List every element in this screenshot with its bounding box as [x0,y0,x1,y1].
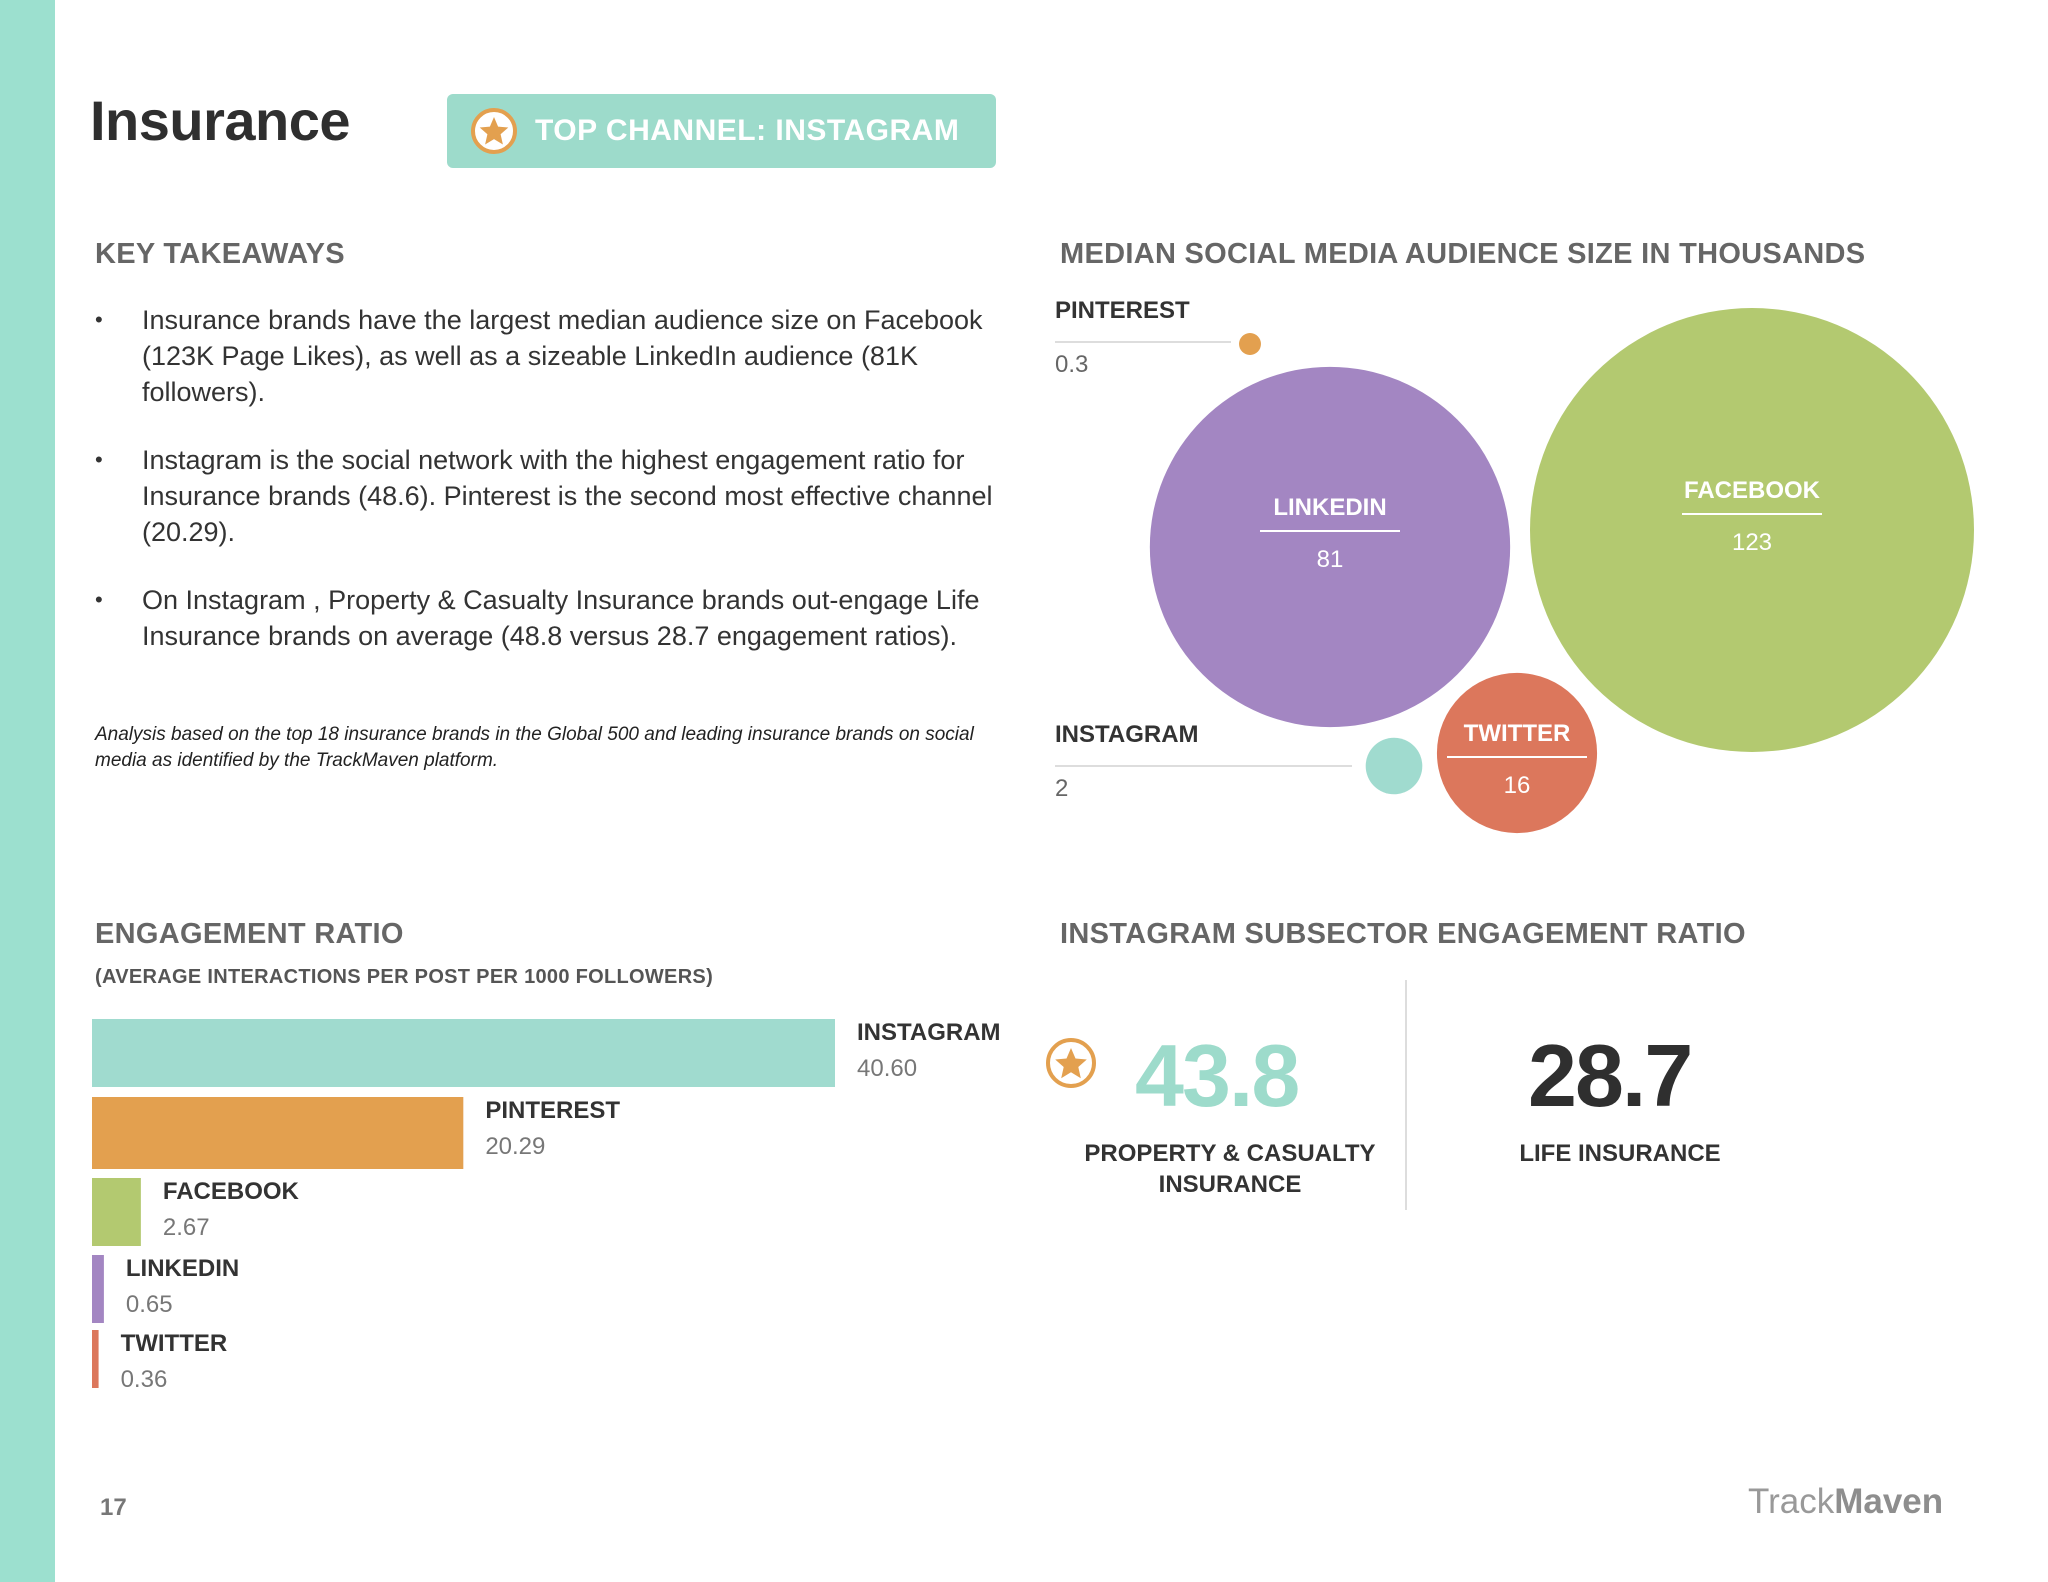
bubble-value-instagram: 2 [1055,775,1068,802]
subsector-divider [1405,980,1407,1210]
bar-value-pinterest: 20.29 [485,1133,545,1160]
bar-label-facebook: FACEBOOK [163,1178,300,1205]
bubble-value-facebook: 123 [1732,529,1772,556]
bubble-value-linkedin: 81 [1317,546,1344,573]
bar-value-twitter: 0.36 [121,1366,168,1393]
logo-part-track: Track [1748,1482,1835,1521]
subsector-label-pc-line2: INSURANCE [1158,1171,1302,1198]
analysis-note: Analysis based on the top 18 insurance b… [95,724,974,771]
bar-pinterest [92,1097,464,1169]
star-icon [1046,1038,1096,1088]
bubble-label-linkedin: LINKEDIN [1273,494,1386,521]
star-icon [471,108,517,154]
bar-value-instagram: 40.60 [857,1055,917,1082]
top-channel-badge: TOP CHANNEL: INSTAGRAM [447,94,996,168]
takeaway-item: Instagram is the social network with the… [95,442,1010,550]
subsector-chart-title: INSTAGRAM SUBSECTOR ENGAGEMENT RATIO [1060,918,1746,950]
bubble-value-twitter: 16 [1504,772,1531,799]
trackmaven-logo: TrackMaven [1748,1482,1943,1522]
bar-label-linkedin: LINKEDIN [126,1255,239,1282]
bubble-linkedin [1149,366,1511,728]
takeaway-item: Insurance brands have the largest median… [95,302,1010,410]
subsector-label-pc: PROPERTY & CASUALTY INSURANCE [1060,1138,1400,1200]
subsector-label-pc-line1: PROPERTY & CASUALTY [1084,1140,1376,1167]
bubble-instagram [1365,737,1423,795]
engagement-chart-title: ENGAGEMENT RATIO [95,918,404,950]
bubble-label-twitter: TWITTER [1464,720,1571,747]
bubble-label-pinterest: PINTEREST [1055,297,1190,324]
bar-label-pinterest: PINTEREST [485,1097,620,1124]
bubble-facebook [1530,308,1974,752]
subsector-value-life: 28.7 [1528,1026,1693,1125]
logo-part-maven: Maven [1834,1482,1944,1521]
bubble-label-facebook: FACEBOOK [1684,477,1821,504]
key-takeaways-heading: KEY TAKEAWAYS [95,238,345,270]
bar-label-twitter: TWITTER [121,1330,228,1357]
takeaways-list: Insurance brands have the largest median… [95,302,1010,686]
bar-value-facebook: 2.67 [163,1214,210,1241]
bubble-twitter [1436,672,1598,834]
bar-instagram [92,1019,835,1087]
bar-label-instagram: INSTAGRAM [857,1019,1001,1046]
bar-twitter [92,1330,99,1388]
bubble-value-pinterest: 0.3 [1055,351,1088,378]
engagement-chart-subtitle: (AVERAGE INTERACTIONS PER POST PER 1000 … [95,966,714,988]
bar-linkedin [92,1255,104,1323]
bubble-label-instagram: INSTAGRAM [1055,721,1199,748]
top-channel-label: TOP CHANNEL: INSTAGRAM [535,114,960,147]
subsector-value-pc: 43.8 [1135,1026,1300,1125]
page-number: 17 [100,1494,127,1521]
bar-facebook [92,1178,141,1246]
bar-value-linkedin: 0.65 [126,1291,173,1318]
subsector-label-life: LIFE INSURANCE [1519,1140,1721,1167]
bubble-pinterest [1239,333,1261,355]
takeaway-item: On Instagram , Property & Casualty Insur… [95,582,1010,654]
audience-chart-title: MEDIAN SOCIAL MEDIA AUDIENCE SIZE IN THO… [1060,238,1866,270]
page-title: Insurance [90,89,351,152]
side-accent-bar [0,0,55,1582]
